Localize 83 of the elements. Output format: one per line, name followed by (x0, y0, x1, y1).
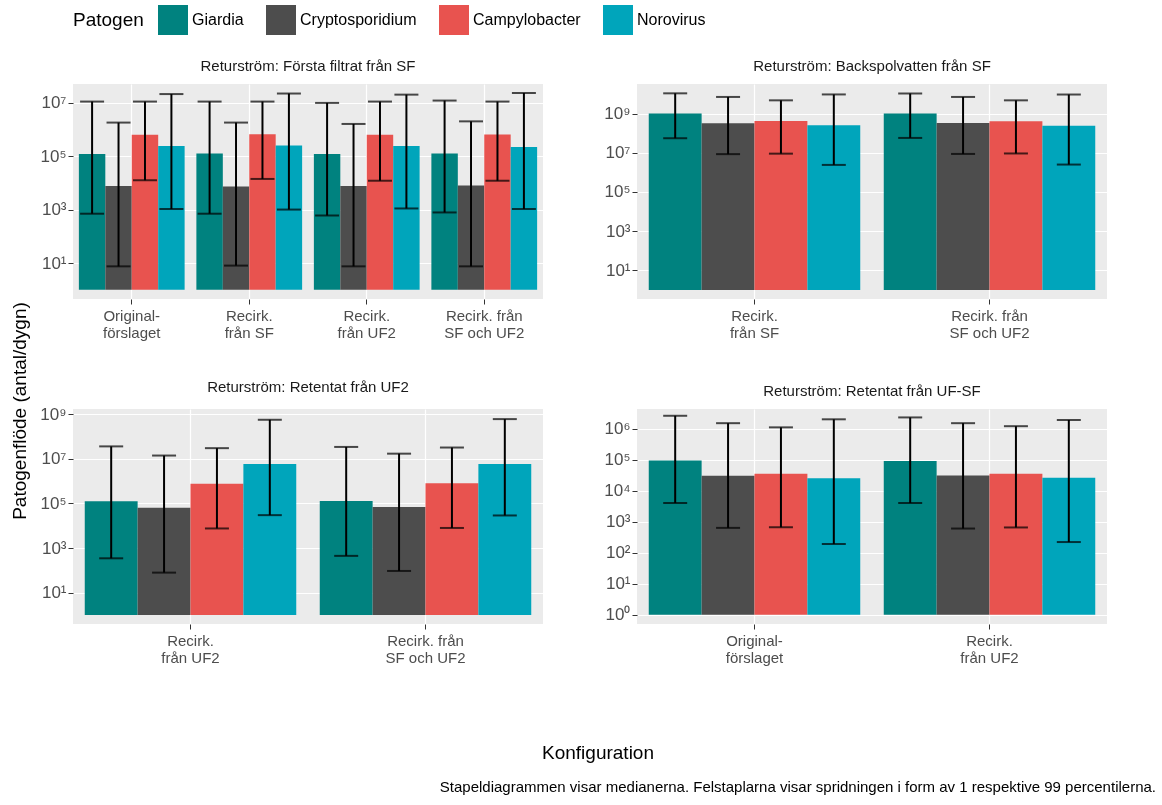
bar (701, 475, 755, 615)
y-tick-label: 10⁹ (604, 104, 631, 124)
bar (754, 121, 808, 291)
bar (883, 113, 937, 291)
y-tick-label: 10⁵ (40, 493, 67, 513)
bar (319, 500, 373, 616)
x-tick-label: Recirk. från SF (224, 306, 274, 341)
bar (936, 122, 990, 291)
x-tick-label: Recirk. från SF (729, 306, 780, 341)
y-tick-label: 10¹ (41, 253, 67, 273)
bar (105, 186, 132, 290)
y-axis-title: Patogenflöde (antal/dygn) (9, 301, 31, 522)
bar (431, 153, 458, 290)
y-tick-label: 10⁷ (605, 143, 631, 163)
bar (648, 460, 702, 615)
x-tick-label: Original- förslaget (102, 306, 162, 341)
text: Stapeldiagrammen visar medianerna. Felstaplarna visar spridningen i form av 1 respektive 99 percentilerna. (439, 778, 1156, 795)
chart-title: Returström: Retentat från UF-SF (763, 382, 981, 399)
bar (78, 154, 106, 290)
y-tick-label: 10³ (605, 512, 631, 532)
y-tick-label: 10⁹ (40, 404, 67, 424)
bar (313, 154, 341, 290)
y-tick-label: 10⁵ (604, 182, 631, 202)
y-tick-label: 10⁶ (604, 419, 631, 439)
bar (158, 145, 185, 290)
y-tick-label: 10³ (605, 221, 631, 241)
bar (131, 134, 159, 290)
x-tick-label: Recirk. från UF2 (161, 631, 220, 666)
bar (807, 125, 861, 291)
bar (457, 185, 485, 290)
bar (372, 506, 426, 616)
legend-label: Cryptosporidium (300, 11, 417, 28)
y-tick-label: 10⁷ (41, 449, 67, 469)
y-tick-label: 10³ (41, 200, 67, 220)
chart-title: Returström: Retentat från UF2 (207, 378, 409, 396)
bar (883, 461, 937, 615)
bar (936, 475, 990, 615)
bar (222, 186, 250, 290)
bar (425, 483, 479, 616)
x-tick-label: Recirk. från SF och UF2 (949, 306, 1030, 341)
bar (196, 153, 223, 290)
legend-label: Campylobacter (473, 11, 582, 28)
bar (478, 464, 532, 616)
y-tick-label: 10⁴ (604, 481, 631, 501)
chart-title: Returström: Backspolvatten från SF (753, 57, 991, 74)
bar (701, 123, 755, 291)
y-tick-label: 10⁵ (604, 450, 631, 470)
bar (84, 501, 138, 616)
y-tick-label: 10³ (41, 538, 67, 558)
x-tick-label: Recirk. från SF och UF2 (444, 306, 525, 341)
y-tick-label: 10² (605, 543, 631, 563)
chart-title: Returström: Första filtrat från SF (200, 57, 416, 74)
y-tick-label: 10⁷ (41, 93, 67, 113)
bar (1042, 125, 1096, 291)
x-tick-label: Recirk. från SF och UF2 (385, 631, 466, 666)
x-tick-label: Original- förslaget (725, 631, 785, 666)
x-axis-title: Konfiguration (541, 742, 655, 764)
bar (648, 113, 702, 291)
bar (807, 478, 861, 615)
bar (190, 483, 244, 616)
bar (137, 507, 191, 616)
y-tick-label: 10⁰ (605, 605, 631, 625)
bar (275, 145, 303, 290)
bar (243, 463, 297, 616)
y-tick-label: 10¹ (605, 574, 631, 594)
bar (989, 473, 1043, 615)
legend-label: Giardia (192, 11, 244, 28)
y-tick-label: 10¹ (41, 583, 67, 603)
bar (393, 145, 420, 290)
legend-label: Norovirus (637, 11, 706, 28)
x-tick-label: Recirk. från UF2 (960, 631, 1019, 666)
y-tick-label: 10¹ (605, 260, 631, 280)
bar (249, 134, 276, 290)
legend-title: Patogen (73, 9, 144, 30)
bar (1042, 477, 1096, 615)
bar (484, 134, 511, 290)
bar (754, 473, 808, 615)
bar (510, 146, 538, 290)
y-tick-label: 10⁵ (40, 146, 67, 166)
x-tick-label: Recirk. från UF2 (337, 306, 396, 341)
bar (366, 134, 394, 290)
bar (340, 186, 367, 290)
bar (989, 121, 1043, 291)
